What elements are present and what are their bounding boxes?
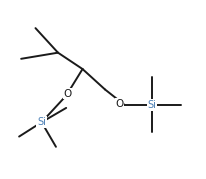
Text: Si: Si xyxy=(37,117,46,127)
Text: Si: Si xyxy=(148,100,157,110)
Text: O: O xyxy=(63,89,71,99)
Text: O: O xyxy=(115,99,123,109)
